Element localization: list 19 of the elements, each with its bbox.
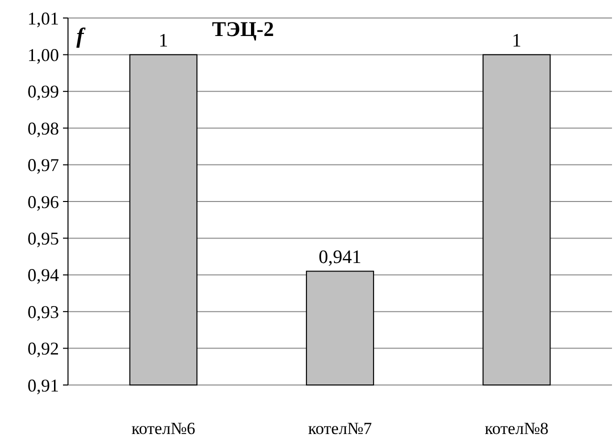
data-label: 1 xyxy=(512,30,522,52)
y-tick-label: 0,98 xyxy=(28,118,59,138)
y-axis-title: f xyxy=(76,23,86,48)
y-tick-label: 1,00 xyxy=(28,45,59,65)
x-tick-label: котел№8 xyxy=(484,419,549,438)
chart-title: ТЭЦ-2 xyxy=(212,17,274,41)
y-tick-label: 1,01 xyxy=(28,8,59,28)
y-tick-label: 0,97 xyxy=(28,155,59,176)
y-tick-label: 0,91 xyxy=(28,375,59,396)
y-tick-label: 0,94 xyxy=(28,265,59,286)
y-tick-label: 0,92 xyxy=(28,338,59,359)
x-tick-label: котел№6 xyxy=(131,419,196,438)
y-tick-label: 0,93 xyxy=(28,302,59,322)
y-tick-label: 0,95 xyxy=(28,228,59,248)
y-tick-label: 0,99 xyxy=(28,82,59,102)
data-label: 0,941 xyxy=(318,247,362,268)
x-tick-label: котел№7 xyxy=(308,419,372,438)
data-label: 1 xyxy=(158,30,168,52)
y-tick-label: 0,96 xyxy=(28,192,59,212)
